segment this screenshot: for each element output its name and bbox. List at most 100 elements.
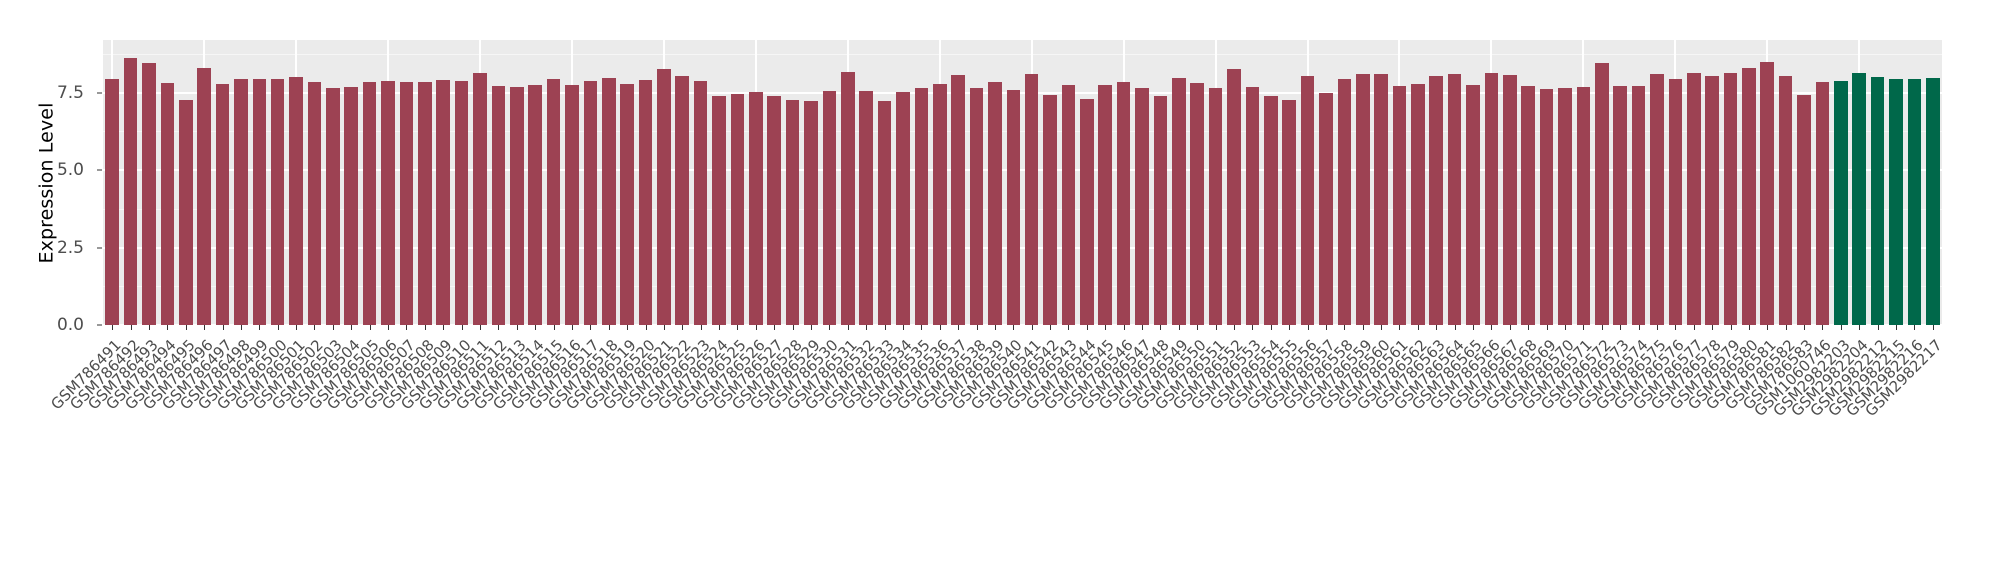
x-tick-mark (1013, 325, 1015, 330)
bar (1447, 74, 1462, 325)
y-tick-label: 5.0 (56, 160, 84, 181)
bar (1778, 75, 1793, 325)
bar (1576, 86, 1591, 325)
bar (1392, 85, 1407, 325)
x-tick-mark (682, 325, 684, 330)
bar (418, 82, 432, 325)
bar (675, 76, 690, 325)
bar (381, 80, 395, 325)
x-tick-mark (645, 325, 647, 330)
bar (896, 92, 910, 325)
gridline-minor (103, 208, 1942, 210)
x-tick-mark (1730, 325, 1732, 330)
x-tick-mark (461, 325, 463, 330)
bar (804, 101, 818, 325)
y-axis-tick-labels: 0.0 2.5 5.0 7.5 (0, 0, 102, 580)
x-tick-mark (1178, 325, 1180, 330)
x-tick-mark (902, 325, 904, 330)
bar (1686, 72, 1701, 325)
bar (932, 84, 947, 325)
bar (1116, 82, 1131, 325)
x-tick-mark (1105, 325, 1107, 330)
bar (785, 99, 800, 325)
bar (969, 88, 984, 325)
x-tick-mark (259, 325, 261, 330)
x-tick-mark (811, 325, 812, 330)
bar (1668, 78, 1683, 325)
x-tick-mark (443, 325, 445, 330)
gridline-major (103, 324, 1942, 325)
gridline-major (103, 91, 1942, 94)
x-tick-mark (994, 325, 996, 330)
bar (509, 87, 524, 325)
bar (1061, 84, 1076, 325)
x-tick-mark (296, 325, 298, 330)
bar (840, 72, 855, 325)
bar (1558, 87, 1572, 325)
plot-panel (103, 40, 1942, 325)
x-tick-mark (1031, 325, 1033, 330)
bar (344, 87, 359, 325)
bar (877, 100, 892, 325)
bar (657, 68, 671, 325)
bar (1024, 73, 1039, 325)
bar (289, 76, 303, 325)
bar (1760, 61, 1775, 325)
gridline-minor (103, 53, 1942, 55)
bar (1098, 85, 1113, 325)
bar (951, 75, 965, 325)
gridline-major (103, 246, 1942, 249)
x-tick-mark (1528, 325, 1530, 330)
bar (326, 88, 340, 325)
x-tick-mark (1877, 325, 1879, 330)
x-axis-tick-marks (103, 325, 1942, 331)
x-tick-mark (1123, 325, 1125, 330)
x-tick-mark (351, 325, 353, 330)
bar (601, 77, 616, 325)
x-tick-mark (277, 325, 279, 330)
y-tick-label: 2.5 (56, 237, 84, 258)
x-tick-mark (1822, 325, 1824, 330)
x-tick-mark (1491, 325, 1493, 330)
x-tick-mark (1289, 325, 1291, 330)
bar (1355, 74, 1370, 325)
x-tick-mark (719, 325, 721, 330)
bar (1263, 95, 1278, 325)
x-tick-mark (1638, 325, 1640, 330)
x-tick-mark (1399, 325, 1401, 330)
x-tick-mark (1932, 325, 1934, 330)
x-tick-mark (1325, 325, 1327, 330)
x-tick-mark (1252, 325, 1254, 330)
bar (1172, 77, 1186, 325)
bar (565, 84, 579, 325)
x-tick-mark (1417, 325, 1419, 330)
bar (583, 80, 598, 325)
x-tick-mark (369, 325, 371, 330)
bar (620, 83, 634, 325)
x-tick-mark (1233, 325, 1235, 330)
y-tick-mark (97, 324, 102, 326)
x-tick-mark (1086, 325, 1088, 330)
x-tick-mark (1344, 325, 1346, 330)
bar (234, 79, 248, 325)
x-tick-mark (314, 325, 316, 330)
bar (693, 80, 708, 325)
x-tick-mark (1675, 325, 1677, 330)
gridline-major (103, 169, 1942, 172)
bar (1337, 79, 1352, 325)
x-tick-mark (921, 325, 923, 330)
gridline-minor (103, 131, 1942, 133)
x-tick-mark (1840, 325, 1842, 330)
x-tick-mark (1896, 325, 1898, 330)
x-tick-mark (406, 325, 408, 330)
bar (1135, 87, 1149, 325)
x-tick-mark (1656, 325, 1658, 330)
y-tick-mark (97, 92, 102, 94)
y-tick-label: 0.0 (56, 315, 84, 335)
x-tick-mark (1436, 325, 1438, 330)
y-tick-mark (97, 247, 102, 249)
x-tick-mark (1914, 325, 1916, 330)
x-tick-mark (1748, 325, 1750, 330)
bar (1006, 90, 1021, 325)
bar (1539, 88, 1554, 325)
